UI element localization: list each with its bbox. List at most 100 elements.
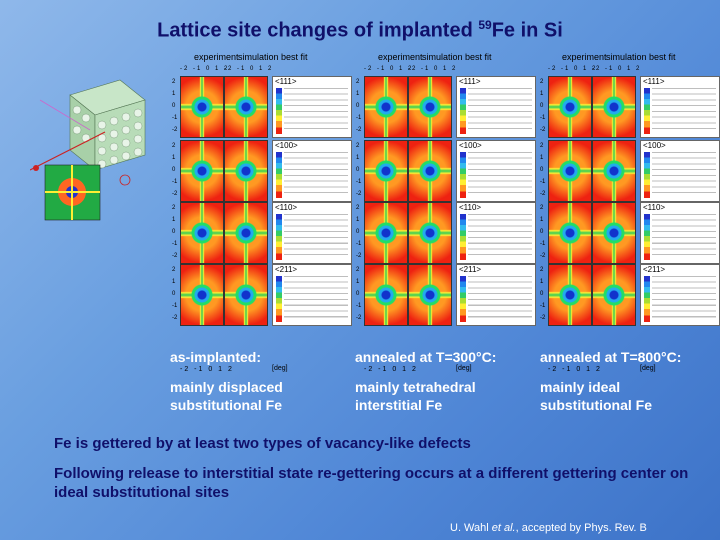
pattern-row-110: 2 1 0 -1 -2 <110> xyxy=(540,202,720,264)
experiment-pattern xyxy=(364,202,408,264)
color-legend: <111> xyxy=(640,76,720,138)
direction-label: <211> xyxy=(643,265,666,274)
y-axis-ticks: 2 1 0 -1 -2 xyxy=(356,143,362,197)
simulation-pattern xyxy=(592,76,636,138)
mass-number: 59 xyxy=(478,18,492,32)
simulation-pattern xyxy=(224,76,268,138)
finding-regettering: Following release to interstitial state … xyxy=(54,465,689,501)
y-axis-ticks: 2 1 0 -1 -2 xyxy=(356,205,362,259)
experiment-pattern xyxy=(364,140,408,202)
color-legend: <111> xyxy=(272,76,352,138)
y-axis-ticks: 2 1 0 -1 -2 xyxy=(172,143,178,197)
pattern-row-211: 2 1 0 -1 -2 <211> xyxy=(540,264,720,326)
color-legend: <211> xyxy=(272,264,352,326)
experiment-schematic xyxy=(30,79,146,221)
simulation-pattern xyxy=(224,140,268,202)
top-axis-ticks: -2 -1 0 1 2 xyxy=(224,66,274,72)
y-axis-ticks: 2 1 0 -1 -2 xyxy=(172,205,178,259)
emission-line xyxy=(30,131,106,171)
experiment-pattern xyxy=(180,202,224,264)
y-axis-ticks: 2 1 0 -1 -2 xyxy=(356,267,362,321)
top-axis-ticks: -2 -1 0 1 2 xyxy=(364,66,414,72)
direction-label: <100> xyxy=(275,141,298,150)
color-legend: <110> xyxy=(272,202,352,264)
simulation-pattern xyxy=(592,202,636,264)
pattern-row-110: 2 1 0 -1 -2 <110> xyxy=(172,202,352,264)
axis-unit: [deg] xyxy=(272,365,288,372)
simulation-pattern xyxy=(408,140,452,202)
color-legend: <100> xyxy=(640,140,720,202)
y-axis-ticks: 2 1 0 -1 -2 xyxy=(540,143,546,197)
color-legend: <110> xyxy=(456,202,536,264)
simulation-pattern xyxy=(408,76,452,138)
simulation-pattern xyxy=(408,264,452,326)
y-axis-ticks: 2 1 0 -1 -2 xyxy=(540,267,546,321)
pattern-row-111: 2 1 0 -1 -2 <111> xyxy=(172,76,352,138)
color-legend: <110> xyxy=(640,202,720,264)
direction-label: <110> xyxy=(643,203,666,212)
citation: U. Wahl et al., accepted by Phys. Rev. B xyxy=(450,522,647,534)
y-axis-ticks: 2 1 0 -1 -2 xyxy=(540,79,546,133)
description-800C: mainly ideal substitutional Fe xyxy=(540,379,652,413)
finding-gettering: Fe is gettered by at least two types of … xyxy=(54,435,471,452)
state-800C: annealed at T=800°C: xyxy=(540,349,682,365)
direction-label: <211> xyxy=(275,265,298,274)
simulation-header: simulation best fit xyxy=(606,52,676,62)
crystal-cube-icon xyxy=(69,79,146,171)
experiment-pattern xyxy=(364,264,408,326)
direction-label: <111> xyxy=(643,77,665,86)
y-axis-ticks: 2 1 0 -1 -2 xyxy=(540,205,546,259)
color-legend: <211> xyxy=(640,264,720,326)
experiment-pattern xyxy=(180,76,224,138)
page-title: Lattice site changes of implanted 59Fe i… xyxy=(157,18,563,42)
color-legend: <211> xyxy=(456,264,536,326)
simulation-pattern xyxy=(408,202,452,264)
experiment-pattern xyxy=(364,76,408,138)
color-legend: <100> xyxy=(456,140,536,202)
pattern-row-110: 2 1 0 -1 -2 <110> xyxy=(356,202,536,264)
direction-label: <211> xyxy=(459,265,482,274)
experiment-pattern xyxy=(548,76,592,138)
pattern-row-111: 2 1 0 -1 -2 <111> xyxy=(540,76,720,138)
direction-label: <100> xyxy=(643,141,666,150)
experiment-header: experiment xyxy=(378,52,423,62)
axis-unit: [deg] xyxy=(640,365,656,372)
state-as-implanted: as-implanted: xyxy=(170,349,262,365)
experiment-pattern xyxy=(548,140,592,202)
pattern-row-111: 2 1 0 -1 -2 <111> xyxy=(356,76,536,138)
top-axis-ticks: -2 -1 0 1 2 xyxy=(180,66,230,72)
panel-group-800C: experiment simulation best fit -2 -1 0 1… xyxy=(540,52,720,373)
top-axis-ticks: -2 -1 0 1 2 xyxy=(548,66,598,72)
emission-line-2 xyxy=(39,99,91,131)
direction-label: <110> xyxy=(275,203,298,212)
pattern-row-100: 2 1 0 -1 -2 <100> xyxy=(356,140,536,202)
simulation-header: simulation best fit xyxy=(422,52,492,62)
y-axis-ticks: 2 1 0 -1 -2 xyxy=(172,79,178,133)
simulation-pattern xyxy=(592,264,636,326)
pattern-row-100: 2 1 0 -1 -2 <100> xyxy=(172,140,352,202)
experiment-pattern xyxy=(548,202,592,264)
direction-label: <100> xyxy=(459,141,482,150)
top-axis-ticks: -2 -1 0 1 2 xyxy=(408,66,458,72)
experiment-pattern xyxy=(548,264,592,326)
bottom-axis-ticks: -2 -1 0 1 2 xyxy=(364,366,418,373)
simulation-header: simulation best fit xyxy=(238,52,308,62)
description-300C: mainly tetrahedral interstitial Fe xyxy=(355,379,476,413)
pattern-row-211: 2 1 0 -1 -2 <211> xyxy=(356,264,536,326)
experiment-pattern xyxy=(180,264,224,326)
simulation-pattern xyxy=(592,140,636,202)
y-axis-ticks: 2 1 0 -1 -2 xyxy=(356,79,362,133)
direction-label: <111> xyxy=(459,77,481,86)
state-300C: annealed at T=300°C: xyxy=(355,349,497,365)
top-axis-ticks: -2 -1 0 1 2 xyxy=(592,66,642,72)
pattern-row-211: 2 1 0 -1 -2 <211> xyxy=(172,264,352,326)
simulation-pattern xyxy=(224,264,268,326)
experiment-pattern xyxy=(180,140,224,202)
simulation-pattern xyxy=(224,202,268,264)
color-legend: <100> xyxy=(272,140,352,202)
experiment-header: experiment xyxy=(194,52,239,62)
y-axis-ticks: 2 1 0 -1 -2 xyxy=(172,267,178,321)
direction-label: <110> xyxy=(459,203,482,212)
axis-unit: [deg] xyxy=(456,365,472,372)
direction-label: <111> xyxy=(275,77,297,86)
